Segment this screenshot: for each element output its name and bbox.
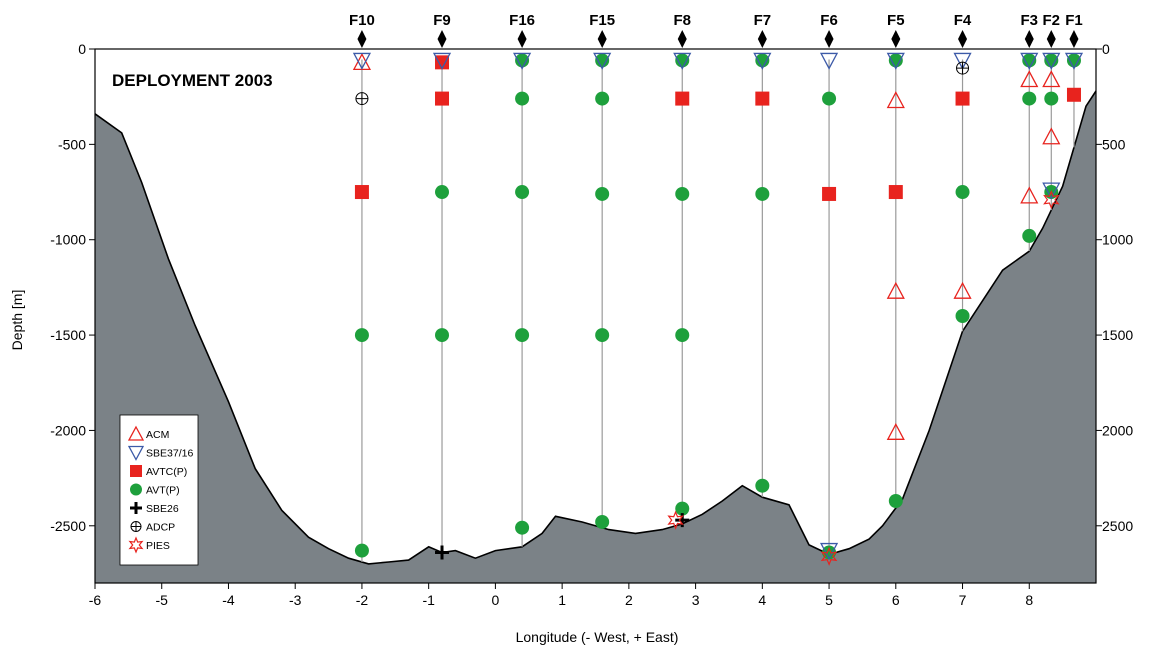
- legend-symbol-avtc-p: [130, 465, 142, 477]
- chart-title: DEPLOYMENT 2003: [112, 71, 273, 90]
- y-tick-label-right: 1000: [1102, 232, 1133, 248]
- x-tick-label: -6: [89, 592, 102, 608]
- y-tick-label-right: 0: [1102, 41, 1110, 57]
- x-tick-label: 8: [1025, 592, 1033, 608]
- x-tick-label: 7: [959, 592, 967, 608]
- y-tick-label-left: -2500: [50, 518, 86, 534]
- legend-symbol-adcp: [131, 522, 141, 532]
- x-tick-label: 2: [625, 592, 633, 608]
- mooring-marker-f16: [518, 30, 527, 48]
- point-avt-p: [355, 544, 369, 558]
- point-avtc-p: [956, 92, 970, 106]
- point-avt-p: [515, 521, 529, 535]
- legend-label-avtc-p: AVTC(P): [146, 466, 187, 478]
- legend: ACM SBE37/16 AVTC(P) AVT(P) SBE26 ADCP PIES: [120, 415, 198, 565]
- point-avt-p: [515, 328, 529, 342]
- mooring-label-f7: F7: [754, 12, 772, 29]
- point-avtc-p: [755, 92, 769, 106]
- point-avt-p: [595, 328, 609, 342]
- y-axis-label: Depth [m]: [9, 290, 25, 351]
- mooring-marker-f3: [1025, 30, 1034, 48]
- point-avt-p: [515, 92, 529, 106]
- mooring-marker-f15: [598, 30, 607, 48]
- mooring-label-f15: F15: [589, 12, 615, 29]
- legend-symbol-avt-p: [130, 484, 142, 496]
- y-tick-label-left: -1500: [50, 327, 86, 343]
- point-avtc-p: [355, 185, 369, 199]
- mooring-label-f5: F5: [887, 12, 905, 29]
- mooring-marker-f1: [1069, 30, 1078, 48]
- point-avt-p: [675, 328, 689, 342]
- mooring-marker-f10: [357, 30, 366, 48]
- mooring-label-f8: F8: [673, 12, 691, 29]
- point-avtc-p: [675, 92, 689, 106]
- point-avtc-p: [435, 92, 449, 106]
- y-tick-label-left: -2000: [50, 422, 86, 438]
- point-avt-p: [435, 185, 449, 199]
- mooring-marker-f6: [825, 30, 834, 48]
- point-avt-p: [355, 328, 369, 342]
- point-avt-p: [595, 187, 609, 201]
- mooring-label-f2: F2: [1043, 12, 1061, 29]
- mooring-marker-f5: [891, 30, 900, 48]
- point-avt-p: [675, 187, 689, 201]
- y-tick-label-right: 2000: [1102, 422, 1133, 438]
- mooring-label-f9: F9: [433, 12, 451, 29]
- point-avt-p: [956, 185, 970, 199]
- x-tick-label: 6: [892, 592, 900, 608]
- legend-label-sbe26: SBE26: [146, 503, 179, 515]
- mooring-marker-f9: [438, 30, 447, 48]
- point-avt-p: [889, 494, 903, 508]
- x-tick-label: -1: [422, 592, 435, 608]
- mooring-label-f1: F1: [1065, 12, 1083, 29]
- mooring-label-f10: F10: [349, 12, 375, 29]
- mooring-label-f3: F3: [1021, 12, 1039, 29]
- mooring-marker-f4: [958, 30, 967, 48]
- legend-label-avt-p: AVT(P): [146, 485, 180, 497]
- legend-label-sbe37-16: SBE37/16: [146, 448, 193, 460]
- x-tick-label: 3: [692, 592, 700, 608]
- point-avt-p: [755, 187, 769, 201]
- mooring-label-f6: F6: [820, 12, 838, 29]
- point-avt-p: [956, 309, 970, 323]
- mooring-label-f16: F16: [509, 12, 535, 29]
- legend-label-acm: ACM: [146, 429, 169, 441]
- y-tick-label-left: 0: [78, 41, 86, 57]
- y-tick-label-right: 500: [1102, 136, 1126, 152]
- point-avt-p: [822, 92, 836, 106]
- point-avtc-p: [822, 187, 836, 201]
- mooring-label-f4: F4: [954, 12, 972, 29]
- point-avt-p: [755, 479, 769, 493]
- y-tick-label-left: -500: [58, 136, 86, 152]
- x-tick-label: -2: [356, 592, 369, 608]
- point-adcp: [356, 93, 368, 105]
- point-avt-p: [435, 328, 449, 342]
- mooring-marker-f7: [758, 30, 767, 48]
- point-avt-p: [515, 185, 529, 199]
- x-tick-label: 0: [492, 592, 500, 608]
- x-tick-label: 1: [558, 592, 566, 608]
- y-tick-label-left: -1000: [50, 232, 86, 248]
- y-tick-label-right: 1500: [1102, 327, 1133, 343]
- legend-label-adcp: ADCP: [146, 522, 175, 534]
- point-adcp: [957, 62, 969, 74]
- point-avtc-p: [1067, 88, 1081, 102]
- x-tick-label: 4: [758, 592, 766, 608]
- legend-label-pies: PIES: [146, 540, 170, 552]
- x-tick-label: -3: [289, 592, 302, 608]
- x-tick-label: 5: [825, 592, 833, 608]
- mooring-marker-f8: [678, 30, 687, 48]
- x-tick-label: -5: [156, 592, 169, 608]
- x-axis-label: Longitude (- West, + East): [516, 629, 679, 645]
- point-avt-p: [1022, 229, 1036, 243]
- x-tick-label: -4: [222, 592, 235, 608]
- point-avt-p: [1022, 92, 1036, 106]
- mooring-marker-f2: [1047, 30, 1056, 48]
- y-tick-label-right: 2500: [1102, 518, 1133, 534]
- point-avt-p: [1044, 92, 1058, 106]
- point-avt-p: [595, 92, 609, 106]
- point-avtc-p: [889, 185, 903, 199]
- point-avt-p: [595, 515, 609, 529]
